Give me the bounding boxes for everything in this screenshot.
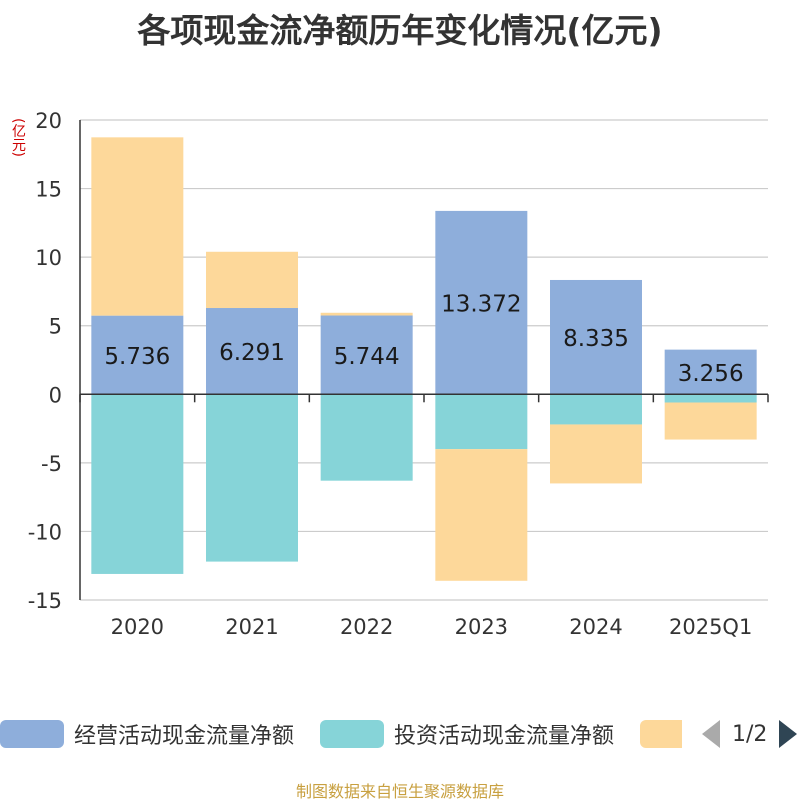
- bar-value-label: 8.335: [563, 326, 629, 352]
- stacked-bar-chart: 20 15 10 5 0 -5 -10 -15 2020 2021 2022 2023 2024 2025…: [28, 109, 769, 639]
- y-tick-label: 15: [35, 178, 62, 202]
- bar-2023-series-1: [435, 394, 528, 450]
- y-tick-label: -5: [41, 452, 62, 476]
- y-tick-label: 5: [49, 315, 62, 339]
- legend-swatch-third-series: [640, 720, 682, 748]
- bar-value-label: 5.744: [334, 344, 400, 370]
- bar-value-label: 5.736: [104, 344, 170, 370]
- bar-layer: [91, 137, 757, 581]
- bar-value-label: 6.291: [219, 340, 285, 366]
- legend-page-indicator: 1/2: [732, 721, 768, 747]
- legend-label-operating: 经营活动现金流量净额: [74, 724, 295, 749]
- bar-2024-series-2: [550, 424, 642, 484]
- y-axis-unit-label: (亿元): [10, 118, 26, 157]
- data-source-footer: 制图数据来自恒生聚源数据库: [295, 782, 504, 801]
- legend-next-page-icon[interactable]: [779, 720, 798, 748]
- y-tick-label: 20: [35, 109, 62, 133]
- legend: 经营活动现金流量净额 投资活动现金流量净额 1/2: [0, 716, 800, 756]
- legend-swatch-operating: [0, 720, 64, 748]
- bar-2025Q1-series-1: [664, 394, 757, 403]
- legend-item-operating[interactable]: 经营活动现金流量净额: [0, 716, 294, 752]
- bar-2021-series-0: [206, 308, 298, 395]
- legend-item-third-series[interactable]: [640, 716, 692, 752]
- bar-2021-series-1: [206, 394, 298, 562]
- grid-layer: [80, 119, 768, 601]
- y-tick-label: 10: [35, 246, 62, 270]
- bar-2024-series-0: [550, 279, 642, 395]
- x-category-label: 2024: [569, 615, 622, 639]
- legend-item-investing[interactable]: 投资活动现金流量净额: [320, 716, 614, 752]
- y-tick-label: -10: [28, 520, 62, 544]
- bar-2025Q1-series-0: [664, 349, 757, 395]
- bar-2020-series-1: [91, 394, 184, 574]
- bar-2022-series-1: [320, 394, 413, 481]
- y-tick-label: -15: [28, 589, 62, 613]
- x-category-label: 2022: [340, 615, 393, 639]
- axis-layer: 20 15 10 5 0 -5 -10 -15 2020 2021 2022 2023 2024 2025…: [28, 109, 769, 639]
- legend-pager: 1/2: [702, 716, 798, 752]
- bar-2021-series-2: [206, 251, 298, 309]
- x-category-label: 2021: [225, 615, 278, 639]
- bar-2023-series-0: [435, 210, 528, 395]
- bar-2020-series-0: [91, 315, 184, 395]
- bar-value-label: 13.372: [441, 292, 521, 318]
- bar-2022-series-2: [320, 312, 413, 316]
- legend-label-investing: 投资活动现金流量净额: [394, 724, 615, 749]
- x-category-label: 2020: [111, 615, 164, 639]
- bar-2022-series-0: [320, 315, 413, 395]
- label-layer: 5.736 6.291 5.744 13.372 8.335 3.256: [104, 292, 743, 387]
- legend-prev-page-icon[interactable]: [702, 720, 720, 748]
- bar-2020-series-2: [91, 137, 184, 316]
- y-tick-label: 0: [49, 383, 62, 407]
- x-category-label: 2025Q1: [669, 615, 752, 639]
- legend-swatch-investing: [320, 720, 384, 748]
- bar-2024-series-1: [550, 394, 642, 425]
- chart-title: 各项现金流净额历年变化情况(亿元): [137, 11, 663, 50]
- bar-value-label: 3.256: [678, 361, 744, 387]
- x-category-label: 2023: [455, 615, 508, 639]
- bar-2025Q1-series-2: [664, 402, 757, 440]
- bar-2023-series-2: [435, 449, 528, 581]
